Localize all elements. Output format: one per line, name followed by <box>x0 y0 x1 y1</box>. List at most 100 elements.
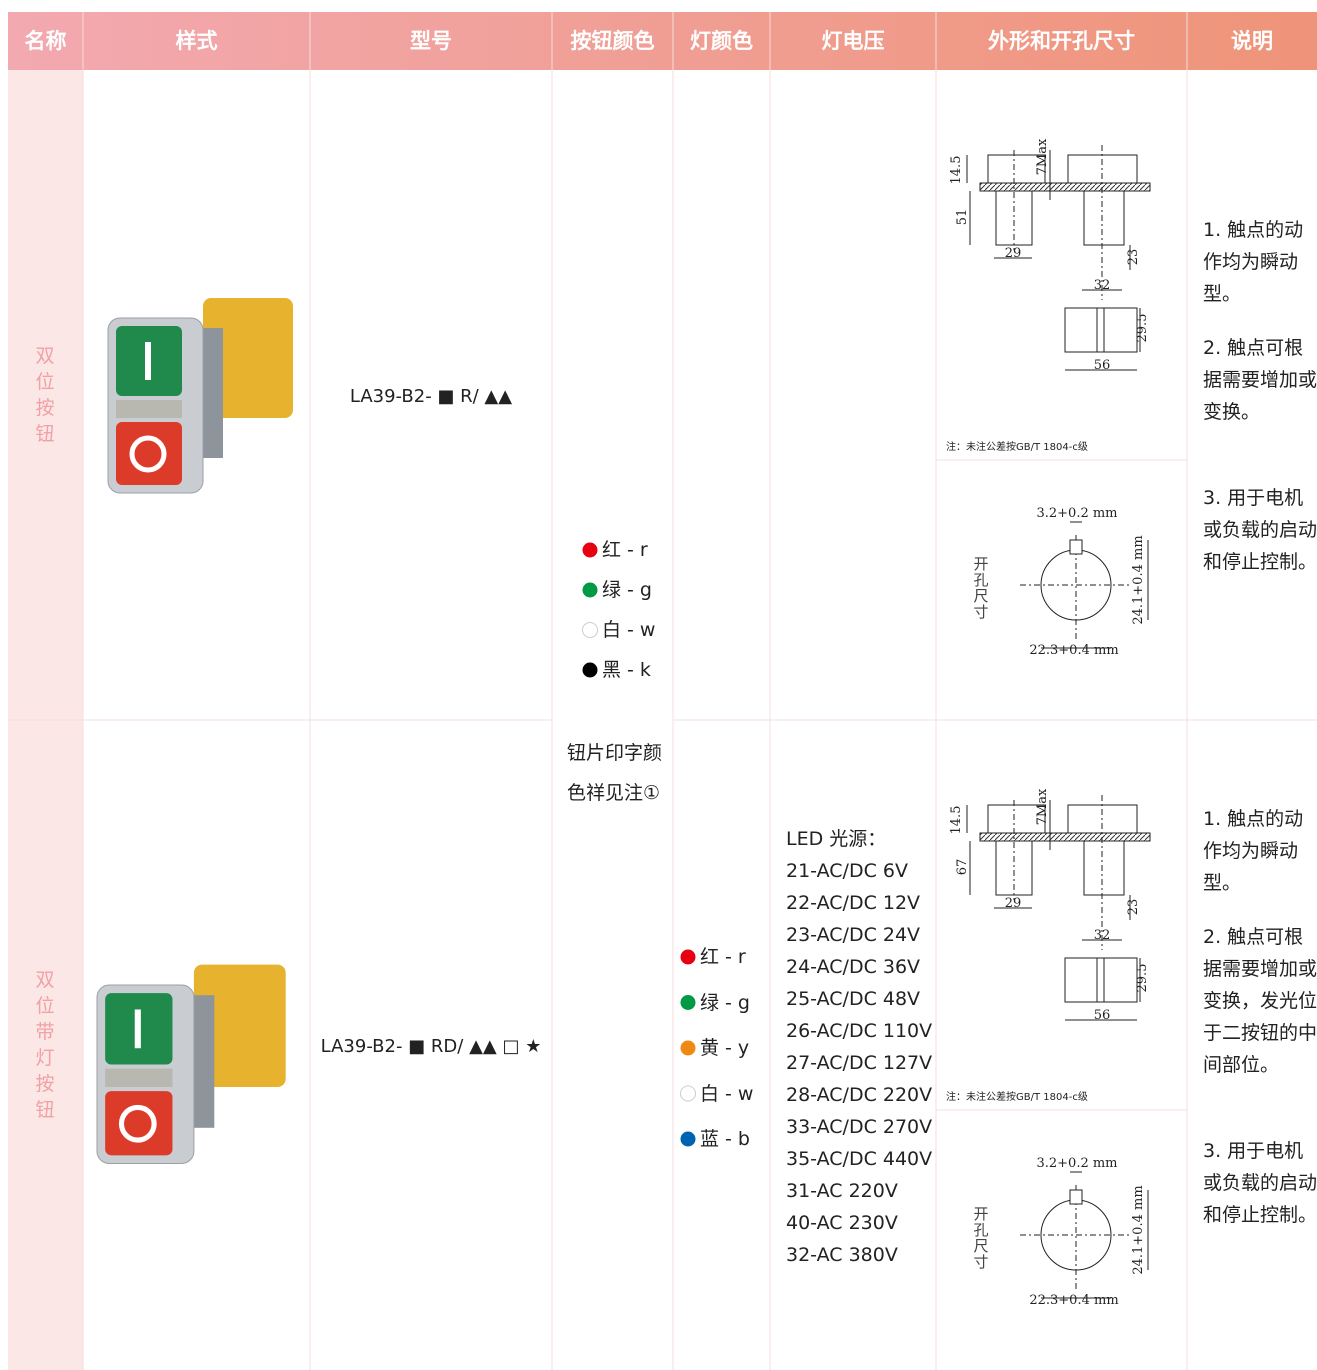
hole-title: 开孔尺寸 <box>973 555 989 621</box>
hole-dimension-label: 24.1+0.4 mm <box>1131 1185 1146 1274</box>
tolerance-note: 注：未注公差按GB/T 1804-c级 <box>946 442 1088 453</box>
drawing-line <box>1096 957 1105 1003</box>
hole-dimension-label: 22.3+0.4 mm <box>1029 643 1118 658</box>
row-name: 双位按钮 <box>35 345 55 445</box>
voltage-item: 40-AC 230V <box>786 1212 898 1234</box>
photo-part <box>129 435 167 473</box>
description-note: 3. 用于电机或负载的启动和停止控制。 <box>1203 487 1317 573</box>
voltage-title: LED 光源： <box>786 828 887 850</box>
dimension-label: 56 <box>1094 1008 1111 1023</box>
drawing-line <box>1083 190 1125 246</box>
color-swatch <box>582 662 598 678</box>
hole-dimension-label: 3.2+0.2 mm <box>1036 506 1117 521</box>
dimension-label: 29 <box>1005 246 1022 261</box>
product-photo <box>107 298 293 494</box>
color-label: 白 - w <box>602 619 656 641</box>
header-cell: 灯颜色 <box>690 29 753 53</box>
description-note: 1. 触点的动作均为瞬动型。 <box>1203 808 1304 894</box>
dimension-label: 7Max <box>1035 788 1050 825</box>
color-label: 白 - w <box>700 1082 754 1105</box>
color-label: 红 - r <box>700 946 746 968</box>
hole-dimension-label: 22.3+0.4 mm <box>1029 1293 1118 1308</box>
drawing-line <box>1096 307 1105 353</box>
dimension-label: 7Max <box>1035 138 1050 175</box>
header-cell: 型号 <box>410 29 452 53</box>
header-cell: 样式 <box>175 29 218 53</box>
product-photo <box>96 964 286 1165</box>
color-swatch <box>582 622 598 638</box>
header-cell: 名称 <box>24 29 67 53</box>
dimension-label: 23 <box>1126 899 1141 916</box>
dimension-label: 29.5 <box>1135 314 1150 343</box>
color-swatch <box>680 949 696 965</box>
color-label: 黄 - y <box>700 1037 750 1059</box>
voltage-item: 28-AC/DC 220V <box>786 1084 933 1106</box>
color-label: 黑 - k <box>602 659 651 681</box>
drawing-line <box>979 832 1151 842</box>
header-cell: 说明 <box>1231 29 1273 53</box>
header-cell: 外形和开孔尺寸 <box>988 29 1135 53</box>
voltage-item: 21-AC/DC 6V <box>786 860 908 882</box>
drawing-line <box>1069 539 1083 555</box>
voltage-item: 25-AC/DC 48V <box>786 988 921 1010</box>
description-note: 3. 用于电机或负载的启动和停止控制。 <box>1203 1140 1317 1226</box>
drawing-line <box>979 182 1151 192</box>
button-color-note: 钮片印字颜色祥见注① <box>567 742 663 804</box>
hole-title: 开孔尺寸 <box>973 1205 989 1271</box>
voltage-item: 23-AC/DC 24V <box>786 924 921 946</box>
color-swatch <box>680 1085 696 1102</box>
dimension-label: 29.5 <box>1135 964 1150 993</box>
photo-part <box>116 400 182 418</box>
drawing-line <box>1064 307 1138 353</box>
hole-dimension-label: 24.1+0.4 mm <box>1131 535 1146 624</box>
photo-part <box>118 1104 157 1143</box>
header-cell: 按钮颜色 <box>570 29 655 53</box>
dimension-drawing: 14.5 7Max 67 29 32 23 29.5 56 3.2+0.2 mm 24.1+0.4… <box>949 788 1151 1308</box>
dimension-label: 14.5 <box>949 806 964 835</box>
dimension-drawing: 14.5 7Max 51 29 32 23 29.5 56 3.2+0.2 mm 24.1+0.4… <box>949 138 1151 658</box>
dimension-label: 32 <box>1094 928 1111 943</box>
header-cell: 灯电压 <box>821 29 885 53</box>
voltage-item: 33-AC/DC 270V <box>786 1116 933 1138</box>
description-note: 2. 触点可根据需要增加或变换。 <box>1203 337 1317 423</box>
color-label: 蓝 - b <box>700 1128 750 1150</box>
dimension-label: 14.5 <box>949 156 964 185</box>
color-swatch <box>680 995 696 1010</box>
color-label: 绿 - g <box>602 579 652 601</box>
voltage-item: 35-AC/DC 440V <box>786 1148 933 1170</box>
photo-part <box>105 1068 173 1087</box>
description-note: 2. 触点可根据需要增加或变换，发光位于二按钮的中间部位。 <box>1203 926 1317 1076</box>
color-label: 绿 - g <box>700 991 750 1014</box>
dimension-label: 51 <box>955 209 970 226</box>
voltage-item: 24-AC/DC 36V <box>786 956 921 978</box>
drawing-line <box>1064 957 1138 1003</box>
dimension-label: 29 <box>1005 896 1022 911</box>
dimension-label: 32 <box>1094 278 1111 293</box>
color-swatch <box>680 1131 696 1147</box>
header-bar <box>8 12 1317 70</box>
tolerance-note: 注：未注公差按GB/T 1804-c级 <box>946 1092 1088 1103</box>
dimension-label: 23 <box>1126 249 1141 266</box>
dimension-label: 67 <box>955 859 970 876</box>
voltage-item: 31-AC 220V <box>786 1180 898 1202</box>
photo-part <box>116 422 182 485</box>
hole-dimension-label: 3.2+0.2 mm <box>1036 1156 1117 1171</box>
voltage-item: 27-AC/DC 127V <box>786 1052 933 1074</box>
model-code: LA39-B2- ■ RD/ ▲▲ □ ★ <box>320 1036 542 1057</box>
drawing-line <box>1083 840 1125 896</box>
drawing-line <box>1069 1189 1083 1205</box>
model-code: LA39-B2- ■ R/ ▲▲ <box>349 386 513 407</box>
row-name: 双位带灯按钮 <box>35 969 55 1121</box>
voltage-item: 26-AC/DC 110V <box>786 1020 933 1042</box>
photo-part <box>105 1091 173 1156</box>
color-label: 红 - r <box>602 539 648 561</box>
dimension-label: 56 <box>1094 358 1111 373</box>
color-swatch <box>582 542 598 558</box>
photo-part <box>203 298 293 418</box>
photo-part <box>145 342 151 380</box>
description-note: 1. 触点的动作均为瞬动型。 <box>1203 219 1304 305</box>
voltage-item: 32-AC 380V <box>786 1244 898 1266</box>
voltage-item: 22-AC/DC 12V <box>786 892 921 914</box>
